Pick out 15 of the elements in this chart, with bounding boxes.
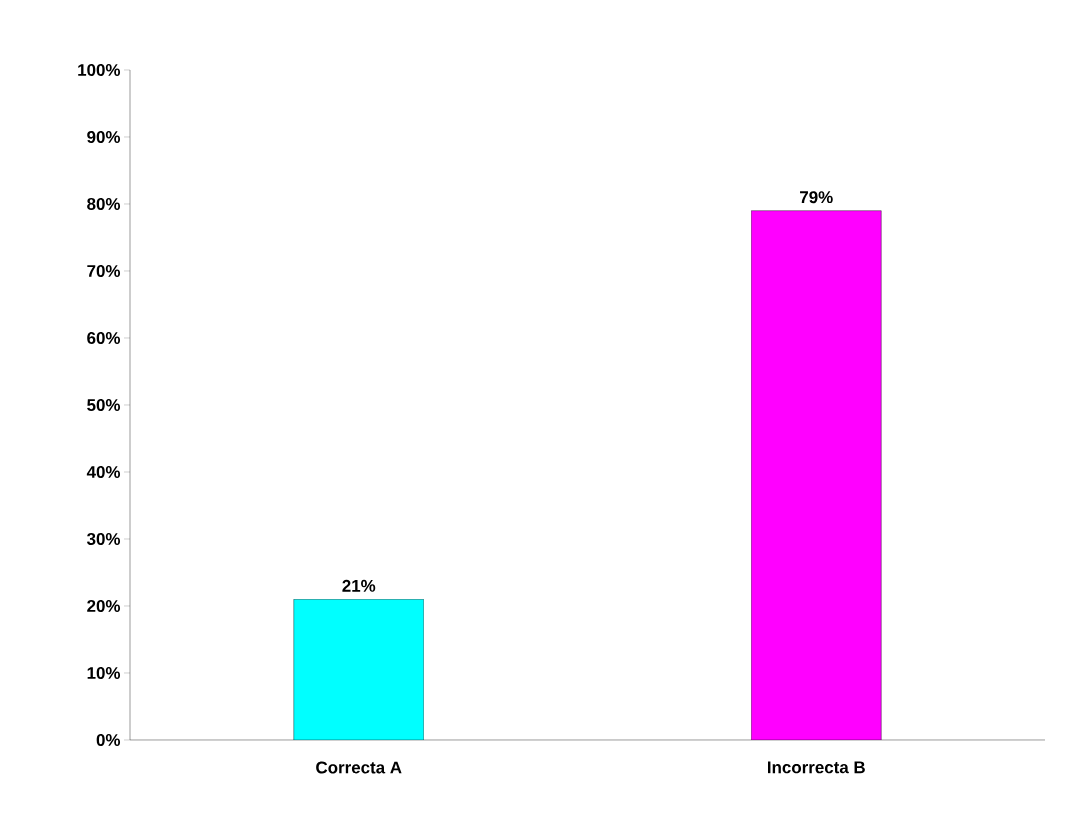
y-tick-label: 40% xyxy=(86,465,121,478)
y-tick-label: 10% xyxy=(87,666,121,679)
y-tick-label: 0% xyxy=(96,733,121,746)
y-tick-label: 70% xyxy=(87,264,121,277)
y-tick-label: 30% xyxy=(86,532,121,545)
y-tick-label: 90% xyxy=(87,130,121,143)
x-tick-label: Incorrecta B xyxy=(767,761,865,774)
y-tick-label: 80% xyxy=(87,197,121,210)
y-tick-label: 20% xyxy=(87,599,121,612)
x-tick-label: Correcta A xyxy=(316,761,402,774)
y-tick-label: 60% xyxy=(87,331,121,344)
data-label: 79% xyxy=(800,191,833,204)
data-label: 21% xyxy=(342,579,376,592)
y-tick-label: 100% xyxy=(78,63,121,76)
y-tick-label: 50% xyxy=(87,398,121,411)
